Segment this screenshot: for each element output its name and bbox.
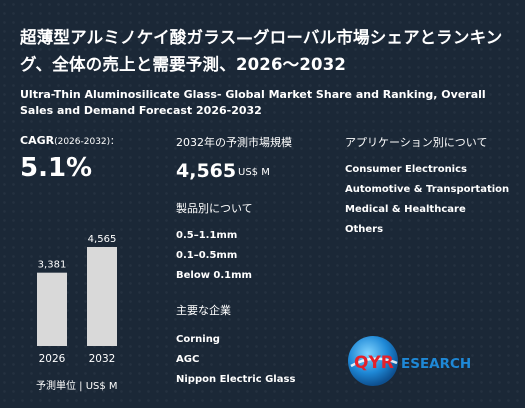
market-size-unit: US$ M bbox=[238, 167, 270, 178]
products-label: 製品別について bbox=[176, 202, 253, 215]
application-item: Automotive & Transportation bbox=[345, 184, 510, 195]
page-title-en: Ultra-Thin Aluminosilicate Glass- Global… bbox=[20, 88, 486, 117]
bar-value-label-2032: 4,565 bbox=[88, 234, 117, 245]
product-item: Below 0.1mm bbox=[176, 270, 252, 281]
cagr-label-text: CAGR bbox=[20, 134, 55, 147]
category-label-2026: 2026 bbox=[39, 353, 66, 365]
bar-value-label-2026: 3,381 bbox=[38, 260, 67, 271]
globe-icon bbox=[348, 336, 398, 386]
application-item: Others bbox=[345, 224, 384, 235]
product-item: 0.5–1.1mm bbox=[176, 230, 238, 241]
applications-list: Consumer Electronics Automotive & Transp… bbox=[345, 160, 509, 240]
products-list: 0.5–1.1mm 0.1–0.5mm Below 0.1mm bbox=[176, 226, 252, 286]
unit-label: 予測単位 | US$ M bbox=[36, 381, 118, 392]
cagr-value: 5.1% bbox=[20, 153, 93, 183]
page-title-jp: 超薄型アルミノケイ酸ガラス—グローバル市場シェアとランキング、全体の売上と需要予… bbox=[20, 28, 503, 74]
company-item: AGC bbox=[176, 354, 200, 365]
application-item: Medical & Healthcare bbox=[345, 204, 466, 215]
bar-2032 bbox=[87, 247, 117, 346]
bar-2026 bbox=[37, 272, 67, 346]
cagr-period: (2026-2032)： bbox=[54, 137, 120, 147]
market-size-value: 4,565 bbox=[176, 160, 237, 182]
company-item: Nippon Electric Glass bbox=[176, 374, 296, 385]
companies-label: 主要な企業 bbox=[176, 304, 231, 317]
company-item: Corning bbox=[176, 334, 220, 345]
product-item: 0.1–0.5mm bbox=[176, 250, 238, 261]
category-label-2032: 2032 bbox=[89, 353, 116, 365]
application-item: Consumer Electronics bbox=[345, 164, 467, 175]
applications-label: アプリケーション別について bbox=[345, 136, 488, 149]
qyresearch-logo: QYR ESEARCH bbox=[348, 336, 471, 386]
companies-list: Corning AGC Nippon Electric Glass bbox=[176, 330, 295, 390]
logo-text-b: ESEARCH bbox=[401, 356, 471, 372]
market-size-label: 2032年の予測市場規模 bbox=[176, 136, 292, 149]
globe-swoosh-icon bbox=[350, 357, 398, 368]
cagr-label: CAGR(2026-2032)： bbox=[20, 134, 119, 147]
logo-text-a: QYR bbox=[354, 353, 394, 373]
market-bar-chart: 3,381 4,565 2026 2032 bbox=[37, 234, 117, 365]
